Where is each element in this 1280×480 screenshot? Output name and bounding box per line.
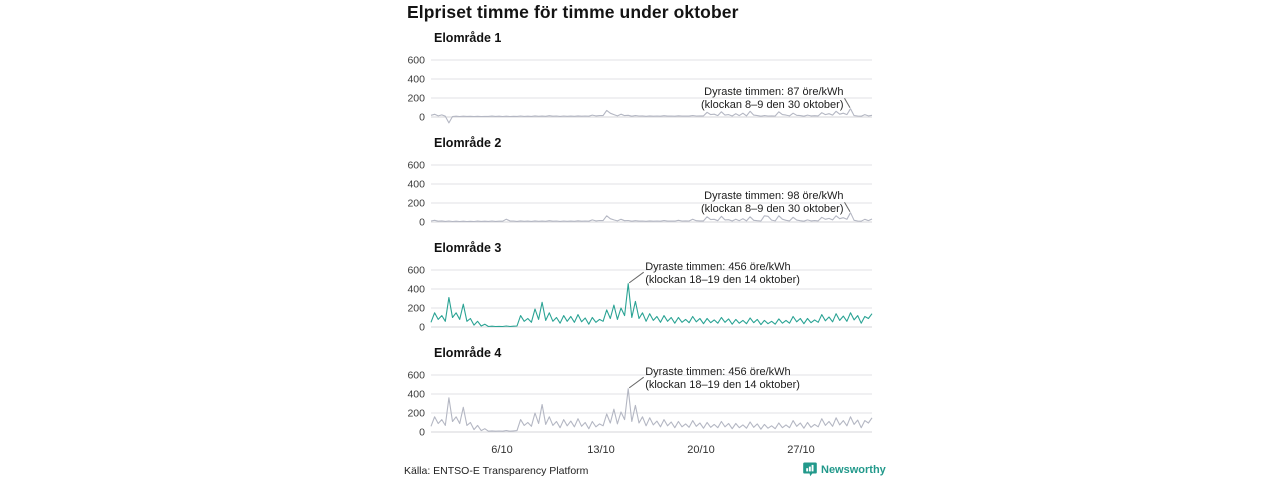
annotation-line1: Dyraste timmen: 456 öre/kWh (645, 261, 791, 273)
y-tick-label: 0 (419, 427, 425, 439)
newsworthy-logo[interactable]: Newsworthy (803, 462, 886, 477)
x-tick-label: 20/10 (687, 444, 715, 456)
annotation-line2: (klockan 8–9 den 30 oktober) (701, 203, 843, 215)
x-tick-label: 27/10 (787, 444, 815, 456)
x-tick-label: 6/10 (491, 444, 513, 456)
chart-1-subtitle: Elområde 1 (434, 31, 502, 45)
annotation-pointer (844, 201, 851, 212)
price-line (430, 388, 873, 432)
y-tick-label: 200 (407, 198, 425, 210)
price-line (430, 108, 873, 124)
annotation-line1: Dyraste timmen: 87 öre/kWh (704, 86, 843, 98)
y-tick-label: 200 (407, 93, 425, 105)
annotation-pointer (844, 97, 851, 108)
page-title: Elpriset timme för timme under oktober (407, 2, 739, 22)
y-tick-label: 400 (407, 284, 425, 296)
y-tick-label: 600 (407, 370, 425, 382)
newsworthy-icon (803, 462, 817, 477)
annotation-line2: (klockan 8–9 den 30 oktober) (701, 99, 843, 111)
price-line (430, 212, 873, 223)
chart-elomrade-4: 0 200 400 600 Dyraste timmen: 456 öre/kWh(kl… (407, 366, 873, 439)
annotation-line1: Dyraste timmen: 98 öre/kWh (704, 190, 843, 202)
y-tick-label: 400 (407, 74, 425, 86)
chart-4-subtitle: Elområde 4 (434, 346, 502, 360)
annotation-line1: Dyraste timmen: 456 öre/kWh (645, 366, 791, 378)
y-tick-label: 200 (407, 408, 425, 420)
chart-3-subtitle: Elområde 3 (434, 241, 502, 255)
chart-elomrade-1: 0 200 400 600 Dyraste timmen: 87 öre/kWh(klo… (407, 55, 873, 124)
annotation-pointer (628, 376, 644, 389)
chart-2-subtitle: Elområde 2 (434, 136, 502, 150)
price-line (430, 283, 873, 328)
y-tick-label: 600 (407, 160, 425, 172)
y-tick-label: 0 (419, 322, 425, 334)
newsworthy-wordmark: Newsworthy (821, 463, 886, 476)
chart-elomrade-2: 0 200 400 600 Dyraste timmen: 98 öre/kWh(klo… (407, 160, 873, 229)
y-tick-label: 400 (407, 389, 425, 401)
x-tick-label: 13/10 (587, 444, 615, 456)
y-tick-label: 400 (407, 179, 425, 191)
annotation-pointer (628, 271, 644, 284)
y-tick-label: 0 (419, 112, 425, 124)
annotation-line2: (klockan 18–19 den 14 oktober) (645, 379, 800, 391)
y-tick-label: 600 (407, 265, 425, 277)
chart-elomrade-3: 0 200 400 600 Dyraste timmen: 456 öre/kWh(kl… (407, 261, 873, 334)
annotation-line2: (klockan 18–19 den 14 oktober) (645, 274, 800, 286)
source-note: Källa: ENTSO-E Transparency Platform (404, 465, 589, 477)
y-tick-label: 0 (419, 217, 425, 229)
y-tick-label: 600 (407, 55, 425, 67)
y-tick-label: 200 (407, 303, 425, 315)
